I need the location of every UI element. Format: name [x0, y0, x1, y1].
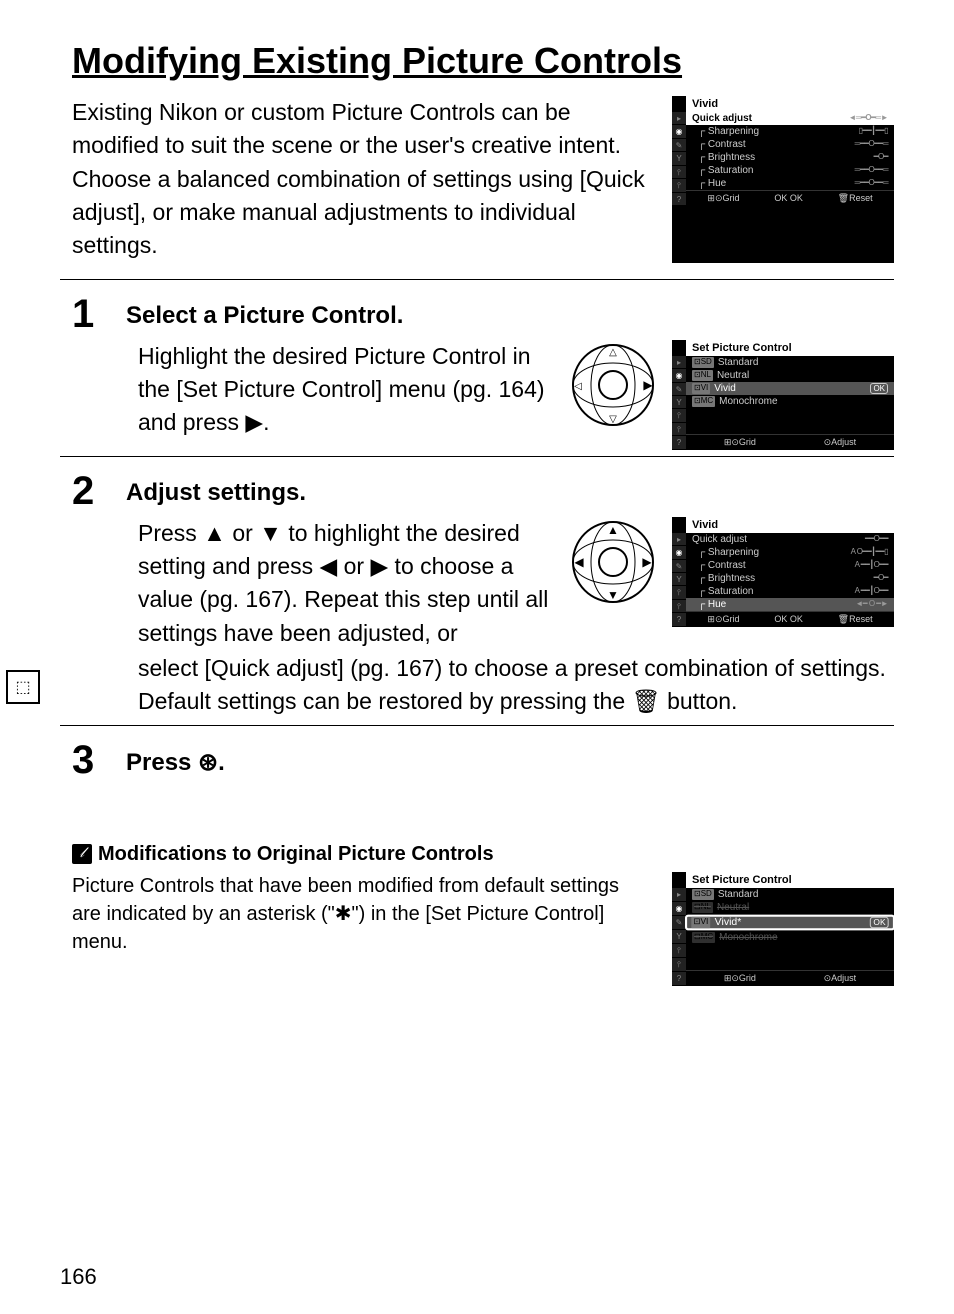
note-icon: 𝓁 — [72, 844, 92, 864]
svg-text:▲: ▲ — [607, 523, 619, 537]
section-icon: ⬚ — [6, 670, 40, 704]
svg-text:▶: ▶ — [643, 378, 653, 392]
dpad-icon: ▲ ▼ ◀ ▶ — [568, 517, 658, 607]
step-1-body: Highlight the desired Picture Control in… — [126, 340, 554, 440]
step-number-2: 2 — [72, 471, 108, 719]
lcd-screenshot-note: Set Picture Control▸◉✎Y⫯⫯?⊡SDStandard⊡NL… — [672, 872, 894, 986]
step-3-title: Press ⊛. — [126, 748, 894, 777]
intro-text: Existing Nikon or custom Picture Control… — [72, 96, 652, 263]
svg-text:◁: ◁ — [574, 381, 582, 392]
svg-text:▶: ▶ — [642, 555, 652, 569]
step-2-body-bottom: select [Quick adjust] (pg. 167) to choos… — [126, 652, 894, 719]
svg-text:△: △ — [609, 347, 617, 358]
svg-text:▼: ▼ — [607, 588, 619, 602]
lcd-screenshot-step2: Vivid▸◉✎Y⫯⫯?Quick adjust━━O━━┌ Sharpenin… — [672, 517, 894, 627]
step-1-title: Select a Picture Control. — [126, 302, 894, 330]
step-2-body-top: Press ▲ or ▼ to highlight the desired se… — [126, 517, 554, 650]
svg-text:◀: ◀ — [574, 555, 584, 569]
lcd-screenshot-step1: Set Picture Control▸◉✎Y⫯⫯?⊡SDStandard⊡NL… — [672, 340, 894, 450]
page-title: Modifying Existing Picture Controls — [72, 40, 894, 82]
step-number-1: 1 — [72, 294, 108, 450]
note-title: Modifications to Original Picture Contro… — [98, 843, 494, 866]
dpad-icon: △ ▽ ◁ ▶ — [568, 340, 658, 430]
page-number: 166 — [60, 1264, 97, 1290]
lcd-screenshot-intro: Vivid▸◉✎Y⫯⫯?Quick adjust◄═━O━═►┌ Sharpen… — [672, 96, 894, 263]
step-number-3: 3 — [72, 740, 108, 787]
svg-text:▽: ▽ — [609, 414, 617, 425]
step-2-title: Adjust settings. — [126, 479, 894, 507]
note-body: Picture Controls that have been modified… — [72, 872, 652, 986]
